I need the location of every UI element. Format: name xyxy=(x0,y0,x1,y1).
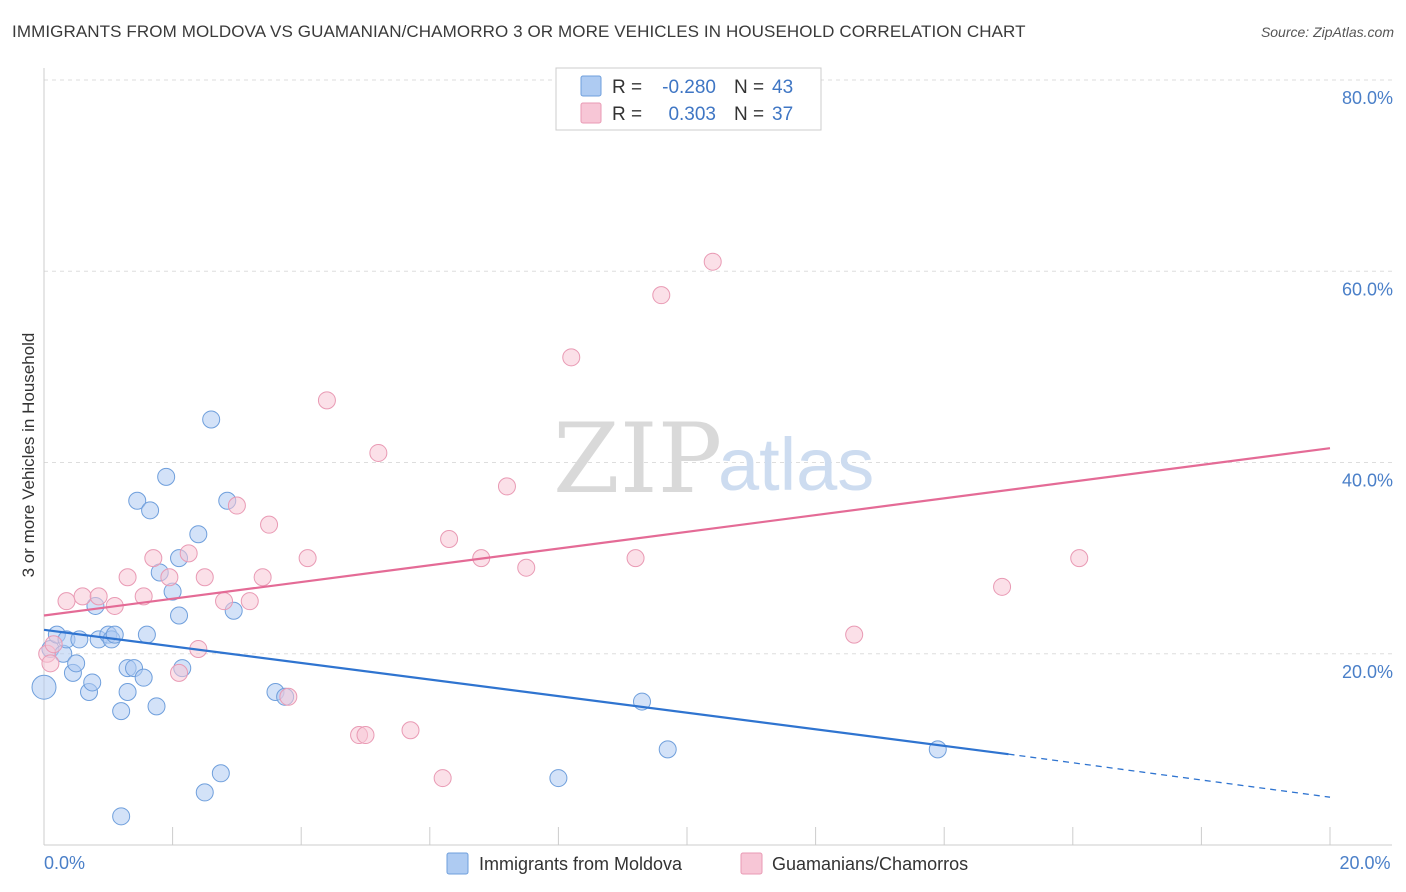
y-tick-label: 60.0% xyxy=(1342,279,1393,299)
series-moldova-points xyxy=(31,410,947,826)
point-chamorro xyxy=(562,348,581,367)
legend-swatch-moldova xyxy=(580,75,602,97)
point-chamorro xyxy=(652,286,671,305)
point-chamorro xyxy=(73,587,92,606)
series-legend: Immigrants from Moldova Guamanians/Chamo… xyxy=(446,852,968,875)
trendline-moldova xyxy=(43,628,1009,756)
x-tick-labels: 0.0% 20.0% xyxy=(44,853,1391,873)
point-chamorro xyxy=(497,477,516,496)
trendline-moldova-extension xyxy=(1008,753,1331,798)
point-chamorro xyxy=(440,530,459,548)
watermark: ZIP atlas xyxy=(553,403,874,515)
point-chamorro xyxy=(260,515,279,534)
point-moldova xyxy=(128,491,147,510)
legend-n-label: N = xyxy=(734,104,764,125)
point-moldova xyxy=(658,740,677,759)
point-moldova xyxy=(195,783,214,802)
legend-r-value: 0.303 xyxy=(668,104,716,125)
watermark-atlas: atlas xyxy=(718,423,874,506)
source-credit: Source: ZipAtlas.com xyxy=(1260,24,1394,40)
watermark-zip: ZIP xyxy=(553,403,722,515)
legend-swatch-chamorro xyxy=(740,852,763,875)
point-chamorro xyxy=(993,577,1012,596)
point-chamorro xyxy=(170,663,189,682)
point-chamorro xyxy=(253,568,272,587)
point-chamorro xyxy=(626,549,645,568)
chart-title: IMMIGRANTS FROM MOLDOVA VS GUAMANIAN/CHA… xyxy=(12,22,1026,41)
grid-lines xyxy=(44,79,1392,655)
legend-r-label: R = xyxy=(612,104,642,125)
x-tick-label: 20.0% xyxy=(1339,853,1390,873)
point-chamorro xyxy=(401,721,420,740)
point-chamorro xyxy=(134,587,153,606)
point-chamorro xyxy=(57,592,76,611)
point-moldova xyxy=(31,674,57,700)
point-chamorro xyxy=(118,568,137,587)
legend-r-label: R = xyxy=(612,77,642,98)
series-chamorro-points xyxy=(38,252,1089,788)
point-moldova xyxy=(211,764,230,783)
point-moldova xyxy=(67,654,86,673)
y-tick-label: 20.0% xyxy=(1342,662,1393,682)
point-chamorro xyxy=(215,592,234,611)
y-axis-label: 3 or more Vehicles in Household xyxy=(19,333,38,578)
legend-n-value: 37 xyxy=(772,104,793,125)
legend-label-chamorro: Guamanians/Chamorros xyxy=(772,854,968,874)
y-tick-labels: 20.0% 40.0% 60.0% 80.0% xyxy=(1342,88,1393,682)
point-chamorro xyxy=(144,549,163,568)
point-chamorro xyxy=(845,625,864,644)
legend-r-value: -0.280 xyxy=(662,77,716,98)
point-moldova xyxy=(83,673,102,692)
point-chamorro xyxy=(279,687,298,706)
point-chamorro xyxy=(703,252,722,271)
point-chamorro xyxy=(179,544,198,563)
point-chamorro xyxy=(517,558,536,577)
point-chamorro xyxy=(195,568,214,587)
legend-n-label: N = xyxy=(734,77,764,98)
legend-label-moldova: Immigrants from Moldova xyxy=(479,854,683,874)
legend-swatch-chamorro xyxy=(580,102,602,124)
point-moldova xyxy=(141,501,160,520)
point-moldova xyxy=(202,410,221,429)
point-chamorro xyxy=(160,568,179,587)
point-moldova xyxy=(118,683,137,701)
trendline-chamorro xyxy=(43,447,1331,617)
point-chamorro xyxy=(240,592,259,611)
point-moldova xyxy=(147,697,166,716)
point-chamorro xyxy=(89,587,108,606)
legend-swatch-moldova xyxy=(446,852,469,875)
x-tick-label: 0.0% xyxy=(44,853,85,873)
point-moldova xyxy=(189,525,208,544)
point-chamorro xyxy=(44,635,63,654)
trendlines xyxy=(43,447,1331,798)
point-moldova xyxy=(170,606,189,625)
point-chamorro xyxy=(369,443,388,462)
point-moldova xyxy=(112,702,131,721)
axes xyxy=(43,68,1392,846)
point-moldova xyxy=(112,807,131,826)
point-chamorro xyxy=(1070,549,1089,568)
point-chamorro xyxy=(298,549,317,568)
y-tick-label: 40.0% xyxy=(1342,471,1393,491)
point-moldova xyxy=(134,668,153,687)
correlation-legend: R = -0.280 N = 43 R = 0.303 N = 37 xyxy=(555,67,822,131)
point-moldova xyxy=(157,467,176,486)
point-chamorro xyxy=(356,726,375,745)
point-chamorro xyxy=(41,654,60,673)
legend-n-value: 43 xyxy=(772,77,793,98)
point-moldova xyxy=(549,769,568,788)
point-moldova xyxy=(137,625,156,644)
point-chamorro xyxy=(433,769,452,788)
point-chamorro xyxy=(317,391,336,410)
y-tick-label: 80.0% xyxy=(1342,88,1393,108)
point-chamorro xyxy=(227,496,246,515)
